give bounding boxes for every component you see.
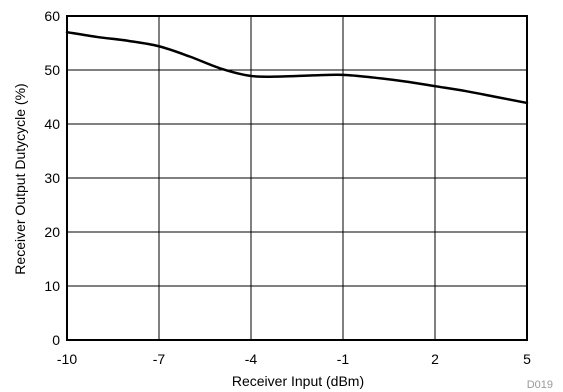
x-tick-labels: -10 -7 -4 -1 2 5 [57, 351, 531, 367]
data-point [434, 85, 436, 87]
x-axis-title: Receiver Input (dBm) [232, 373, 364, 389]
y-tick-label: 20 [44, 224, 60, 240]
data-point [342, 74, 344, 76]
data-point [281, 75, 283, 77]
x-tick-label: -4 [245, 351, 258, 367]
y-tick-label: 60 [44, 8, 60, 24]
data-point [97, 36, 99, 38]
data-point [158, 45, 160, 47]
data-point [189, 56, 191, 58]
grid-layer [67, 16, 527, 340]
series-line-0 [65, 30, 529, 105]
x-tick-label: -1 [337, 351, 350, 367]
data-point [250, 75, 252, 77]
y-tick-label: 50 [44, 62, 60, 78]
data-point [127, 40, 129, 42]
y-tick-label: 0 [52, 332, 60, 348]
y-tick-label: 40 [44, 116, 60, 132]
y-tick-label: 30 [44, 170, 60, 186]
data-point [495, 96, 497, 98]
data-point [311, 74, 313, 76]
data-point [465, 90, 467, 92]
series-layer [65, 30, 529, 105]
y-tick-labels: 0 10 20 30 40 50 60 [44, 8, 60, 348]
data-point [373, 77, 375, 79]
data-point [403, 80, 405, 82]
figure-id: D019 [527, 379, 553, 391]
x-tick-label: -10 [57, 351, 77, 367]
y-axis-title: Receiver Output Dutycycle (%) [12, 83, 28, 274]
plot-frame [66, 15, 528, 341]
x-tick-label: 5 [523, 351, 531, 367]
x-tick-label: -7 [153, 351, 166, 367]
x-tick-label: 2 [431, 351, 439, 367]
y-tick-label: 10 [44, 278, 60, 294]
data-point [219, 67, 221, 69]
